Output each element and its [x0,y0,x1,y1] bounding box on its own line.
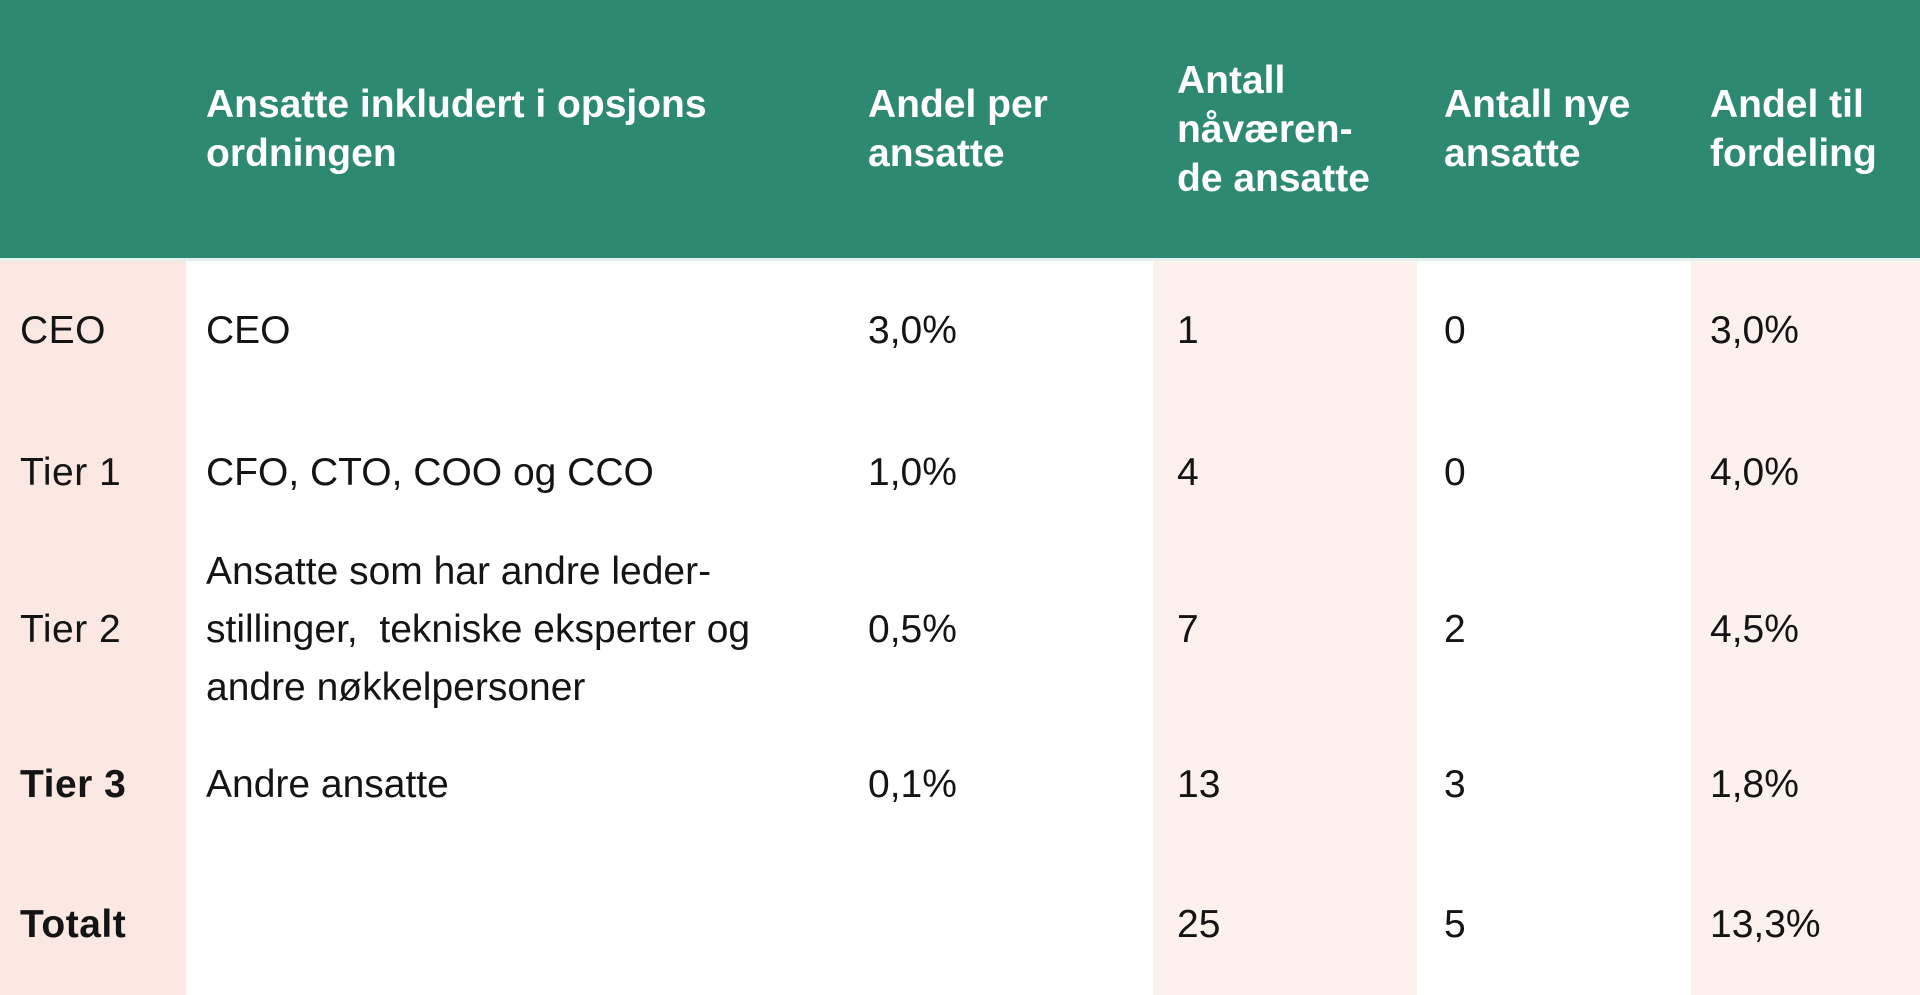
cell-tier2-description: Ansatte som har andre leder- stillinger,… [206,550,751,709]
cell-tier3-antall-nye: 3 [1444,763,1466,806]
cell-totalt-andel-per-ansatte [844,855,1153,995]
column-header-tier [0,0,186,258]
row-label-totalt: Totalt [0,855,186,995]
cell-tier1-andel-per-ansatte: 1,0% [868,450,957,494]
table-header-row: Ansatte inkludert i opsjons ordningen An… [0,0,1920,258]
cell-tier3-description: Andre ansatte [206,763,449,806]
cell-tier1-antall-navaerende: 4 [1153,400,1417,545]
column-header-antall-navaerende-ansatte: Antall nåværen- de ansatte [1177,58,1370,200]
column-header-andel-til-fordeling: Andel til fordeling [1710,83,1877,175]
cell-ceo-description: CEO [206,308,291,352]
cell-tier2-antall-nye: 2 [1444,608,1466,651]
cell-tier3-andel-per-ansatte: 0,1% [868,763,957,806]
cell-totalt-andel-til-fordeling: 13,3% [1691,855,1920,995]
cell-totalt-antall-navaerende: 25 [1153,855,1417,995]
cell-tier2-andel-til-fordeling: 4,5% [1691,545,1920,715]
table-body: CEO CEO 3,0% 1 0 3,0% Tier 1 CFO, CTO, C… [0,261,1920,995]
cell-ceo-andel-per-ansatte: 3,0% [868,308,957,352]
cell-tier1-description: CFO, CTO, COO og CCO [206,450,654,494]
cell-tier3-andel-til-fordeling: 1,8% [1691,715,1920,855]
cell-totalt-description [186,855,844,995]
row-label-tier2: Tier 2 [0,545,186,715]
cell-ceo-andel-til-fordeling: 3,0% [1691,261,1920,400]
row-label-tier1: Tier 1 [0,400,186,545]
row-label-tier3: Tier 3 [0,715,186,855]
cell-ceo-antall-nye: 0 [1444,308,1466,352]
column-header-andel-per-ansatte: Andel per ansatte [868,83,1048,175]
cell-tier2-antall-navaerende: 7 [1153,545,1417,715]
column-header-antall-nye-ansatte: Antall nye ansatte [1444,83,1631,175]
row-label-ceo: CEO [0,261,186,400]
header-separator [0,258,1920,261]
cell-tier3-antall-navaerende: 13 [1153,715,1417,855]
column-header-description: Ansatte inkludert i opsjons ordningen [206,83,707,175]
cell-tier1-antall-nye: 0 [1444,450,1466,494]
cell-tier1-andel-til-fordeling: 4,0% [1691,400,1920,545]
cell-totalt-antall-nye: 5 [1444,903,1466,946]
cell-ceo-antall-navaerende: 1 [1153,261,1417,400]
cell-tier2-andel-per-ansatte: 0,5% [868,608,957,651]
